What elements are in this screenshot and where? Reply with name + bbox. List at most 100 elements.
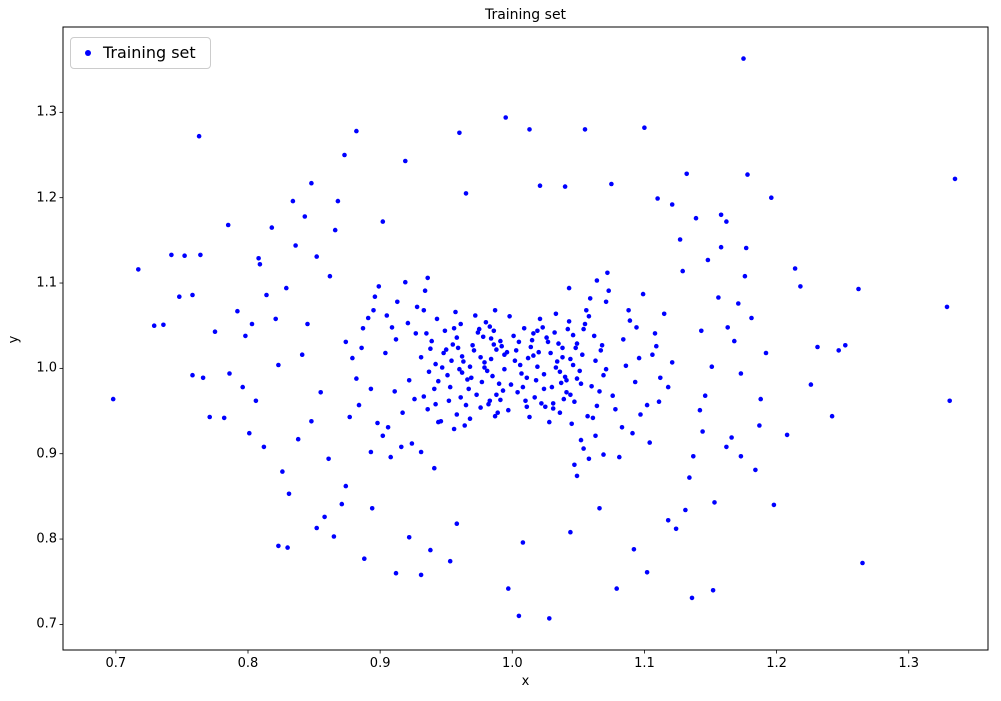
data-point	[554, 359, 560, 364]
data-point	[418, 449, 424, 455]
data-point	[644, 402, 650, 408]
data-point	[545, 339, 551, 345]
data-point	[327, 273, 333, 279]
data-point	[549, 384, 555, 390]
data-point	[433, 361, 438, 367]
data-point	[947, 398, 952, 404]
data-point	[741, 56, 746, 61]
data-point	[285, 545, 290, 550]
data-point	[500, 388, 506, 393]
data-point	[724, 219, 729, 224]
data-point	[558, 380, 564, 386]
data-point	[603, 366, 609, 372]
data-point	[738, 371, 744, 376]
data-point	[587, 296, 593, 301]
data-point	[524, 375, 530, 381]
data-point	[561, 396, 567, 402]
data-point	[718, 244, 724, 250]
data-point	[459, 354, 465, 359]
data-point	[240, 384, 245, 390]
data-point	[256, 255, 261, 261]
data-point	[597, 506, 602, 511]
data-point	[606, 288, 611, 294]
data-point	[677, 237, 683, 242]
data-point	[540, 325, 545, 330]
data-point	[689, 595, 695, 601]
data-point	[757, 423, 762, 428]
data-point	[557, 369, 563, 375]
data-point	[314, 525, 320, 531]
data-point	[470, 343, 475, 348]
data-point	[577, 368, 582, 374]
data-point	[516, 339, 522, 345]
data-point	[457, 366, 462, 372]
data-point	[471, 348, 477, 353]
data-point	[699, 328, 704, 334]
y-tick-label: 1.0	[36, 360, 57, 376]
data-point	[496, 381, 502, 387]
data-point	[443, 347, 449, 352]
data-point	[652, 331, 658, 336]
data-point	[469, 375, 474, 381]
data-point	[462, 423, 468, 428]
data-point	[196, 133, 202, 139]
data-point	[564, 390, 569, 395]
data-point	[521, 326, 527, 331]
data-point	[389, 325, 395, 330]
data-point	[280, 469, 285, 474]
x-tick-label: 0.7	[105, 656, 127, 671]
data-point	[243, 333, 248, 339]
data-point	[498, 338, 503, 344]
data-point	[371, 308, 376, 313]
data-point	[182, 253, 187, 258]
data-point	[478, 355, 483, 360]
y-tick-label: 1.2	[36, 190, 57, 206]
data-point	[385, 425, 391, 430]
data-point	[476, 326, 482, 332]
data-point	[200, 375, 206, 381]
data-point	[221, 415, 227, 421]
data-point	[488, 336, 494, 341]
data-point	[808, 382, 814, 387]
data-point	[539, 401, 544, 406]
data-point	[467, 364, 473, 370]
data-point	[599, 343, 605, 348]
data-point	[543, 404, 548, 410]
data-point	[578, 381, 584, 387]
data-point	[590, 415, 596, 421]
y-tick-label: 0.9	[36, 446, 57, 462]
data-point	[626, 308, 631, 313]
data-point	[700, 429, 705, 434]
data-point	[572, 399, 577, 405]
data-point	[638, 412, 643, 417]
data-point	[581, 446, 586, 451]
data-point	[425, 275, 431, 281]
data-point	[487, 398, 493, 404]
data-point	[482, 360, 487, 365]
data-point	[261, 444, 267, 450]
data-point	[482, 365, 487, 370]
data-point	[495, 410, 501, 416]
data-point	[436, 419, 441, 425]
data-point	[483, 320, 489, 325]
data-point	[429, 338, 435, 344]
data-point	[829, 413, 835, 419]
data-point	[342, 152, 347, 158]
data-point	[454, 335, 460, 340]
data-point	[339, 501, 345, 507]
data-point	[569, 421, 574, 427]
data-point	[656, 399, 662, 405]
data-point	[710, 588, 716, 593]
data-point	[749, 315, 754, 321]
data-point	[665, 384, 671, 390]
data-point	[528, 344, 534, 350]
data-point	[525, 355, 531, 361]
data-point	[568, 356, 573, 362]
data-point	[388, 454, 394, 460]
data-point	[380, 219, 386, 224]
data-point	[491, 328, 497, 334]
data-point	[434, 316, 440, 322]
data-point	[532, 395, 537, 400]
data-point	[562, 184, 568, 189]
